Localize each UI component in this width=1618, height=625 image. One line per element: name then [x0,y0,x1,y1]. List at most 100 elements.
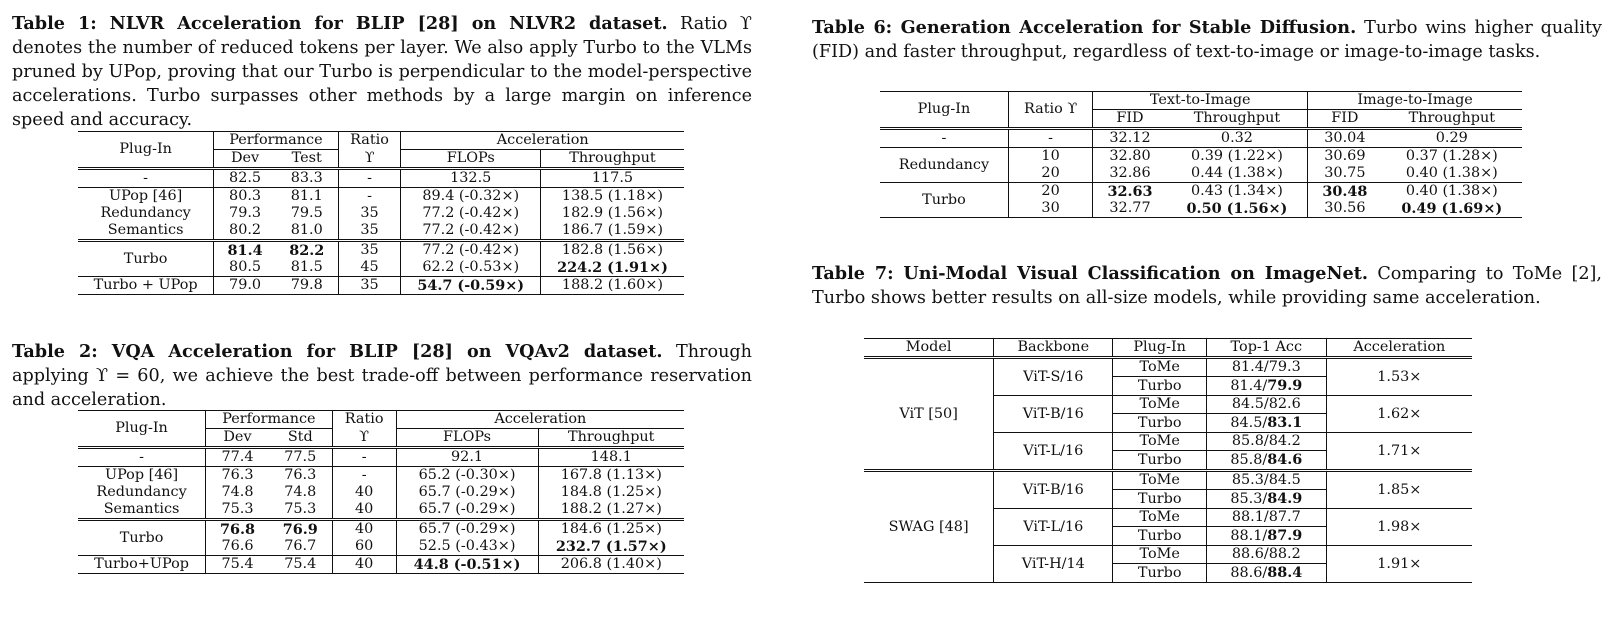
table7-caption-label: Table 7: Uni-Modal Visual Classification… [812,263,1368,284]
table-row: ViT-L/16 ToMe 88.1/87.7 1.98× [864,508,1472,546]
t1-cell: - [338,187,402,205]
t1-cell: 79.0 [229,277,262,293]
t1-header-plugin: Plug-In [78,131,215,169]
t2-cell: 188.2 (1.27×) [560,501,662,517]
t2-header-flops: FLOPs [396,428,539,448]
table2: Plug-In Performance Ratio Acceleration D… [78,410,684,574]
t2-header-acceleration: Acceleration [396,410,684,429]
t6-header-ratio: Ratio ϒ [1008,91,1094,129]
t6-cell: 0.50 (1.56×) [1166,200,1309,218]
t1-cell: 35 [338,205,402,222]
t6-cell: Redundancy [880,147,1009,183]
t1-cell: 79.3 [229,205,262,221]
t7-top1-best: 87.9 [1267,527,1303,544]
t2-cell: Turbo [78,519,207,556]
t2-cell: 75.4 [221,556,254,572]
t7-top1-base: 88.1/ [1230,528,1268,544]
table-row: Turbo 81.4 82.2 35 77.2 (-0.42×) 182.8 (… [78,240,684,277]
table6-caption: Table 6: Generation Acceleration for Sta… [812,16,1602,64]
table-row: Turbo 88.6/88.4 [864,563,1472,583]
t6-cell: 0.32 [1166,128,1309,148]
t6-cell: 10 [1008,147,1094,165]
t2-header-ratio-symbol: ϒ [332,428,397,448]
t1-cell: Semantics [78,222,215,241]
table1-caption-text: Ratio ϒ denotes the number of reduced to… [12,14,752,130]
t7-backbone: ViT-B/16 [993,470,1114,509]
t2-cell: UPop [46] [78,466,207,484]
t6-cell: 0.44 (1.38×) [1166,165,1309,183]
t1-header-flops: FLOPs [400,149,541,169]
t1-cell: 224.2 (1.91×) [557,259,668,276]
t6-cell: 30 [1008,200,1094,218]
t2-cell: 75.3 [268,501,333,520]
t2-cell: 75.3 [221,501,254,517]
table-row: Turbo 85.3/84.9 [864,489,1472,509]
t2-cell: 232.7 (1.57×) [555,538,667,555]
table-row: Turbo 20 32.63 0.43 (1.34×) 30.48 0.40 (… [880,182,1522,218]
t2-cell: 92.1 [396,447,539,467]
t1-cell: 117.5 [591,170,634,186]
table1-caption: Table 1: NLVR Acceleration for BLIP [28]… [12,12,752,132]
t1-cell: 62.2 (-0.53×) [400,259,541,277]
t1-cell: 182.8 (1.56×) [561,242,664,258]
t2-cell: - [78,447,207,467]
t2-header-throughput: Throughput [568,429,655,445]
table-row: SWAG [48] ViT-B/16 ToMe 85.3/84.5 1.85× [864,470,1472,583]
table-row: Semantics 80.2 81.0 35 77.2 (-0.42×) 186… [78,222,684,241]
t1-cell: 89.4 (-0.32×) [400,187,541,205]
table-row: Turbo 76.8 76.9 40 65.7 (-0.29×) 184.6 (… [78,519,684,556]
t6-cell: 32.12 [1109,130,1151,146]
table7: Model Backbone Plug-In Top-1 Acc Acceler… [864,338,1472,583]
t6-cell: 0.43 (1.34×) [1166,182,1309,200]
t1-cell: 81.5 [275,259,339,277]
t6-cell: 20 [1008,165,1094,183]
t7-plugin: Turbo [1112,526,1207,546]
t7-acc: 1.98× [1326,508,1472,546]
table-row: 20 32.86 0.44 (1.38×) 30.75 0.40 (1.38×) [880,165,1522,183]
table-row: - 77.4 77.5 - 92.1 148.1 [78,447,684,467]
t7-backbone: ViT-B/16 [993,395,1114,433]
t1-header-ratio-symbol: ϒ [338,149,402,169]
t7-header-plugin: Plug-In [1112,338,1207,358]
table7-caption: Table 7: Uni-Modal Visual Classification… [812,262,1602,310]
t2-cell: 65.2 (-0.30×) [396,466,539,484]
t7-header-model: Model [864,338,995,358]
t6-cell: Turbo [880,182,1009,218]
t6-cell: 32.86 [1109,165,1151,181]
t7-acc: 1.71× [1377,442,1422,459]
t7-backbone: ViT-L/16 [993,432,1114,471]
t6-cell: 0.49 (1.69×) [1401,200,1503,217]
t2-cell: Redundancy [78,484,207,501]
t7-top1: 84.5/82.6 [1206,395,1327,414]
t2-cell: 74.8 [221,484,254,500]
t1-cell: 54.7 (-0.59×) [400,276,541,295]
table-row: Turbo+UPop 75.4 75.4 40 44.8 (-0.51×) 20… [78,555,684,574]
t7-model: SWAG [48] [864,470,995,583]
t6-cell: 30.56 [1324,200,1366,216]
t7-backbone: ViT-S/16 [993,357,1114,396]
t6-header-fid: FID [1331,110,1359,126]
t2-cell: 40 [332,519,397,538]
table-row: UPop [46] 80.3 81.1 - 89.4 (-0.32×) 138.… [78,187,684,205]
t7-plugin: Turbo [1112,489,1207,509]
t1-cell: - [338,168,402,188]
t2-cell: 167.8 (1.13×) [560,467,662,483]
t7-backbone: ViT-L/16 [993,508,1114,546]
t1-cell: 45 [338,259,402,277]
t2-cell: 76.7 [268,538,333,556]
table-row: ViT-L/16 ToMe 85.8/84.2 1.71× [864,432,1472,471]
t7-acc: 1.62× [1326,395,1472,433]
t1-cell: 81.4 [227,242,263,259]
t7-plugin: Turbo [1112,563,1207,583]
t7-plugin: ToMe [1112,395,1207,414]
t1-cell: Turbo [78,240,215,277]
t1-cell: - [78,168,215,188]
table1: Plug-In Performance Ratio Acceleration D… [78,131,684,295]
t7-top1: 88.6/88.4 [1206,563,1327,583]
t2-header-dev: Dev [223,429,252,445]
t6-cell: 32.80 [1109,148,1151,164]
t2-cell: 76.8 [219,521,256,538]
t2-cell: 206.8 (1.40×) [560,556,662,572]
t7-plugin: ToMe [1112,545,1207,564]
t1-cell: 35 [338,240,402,259]
